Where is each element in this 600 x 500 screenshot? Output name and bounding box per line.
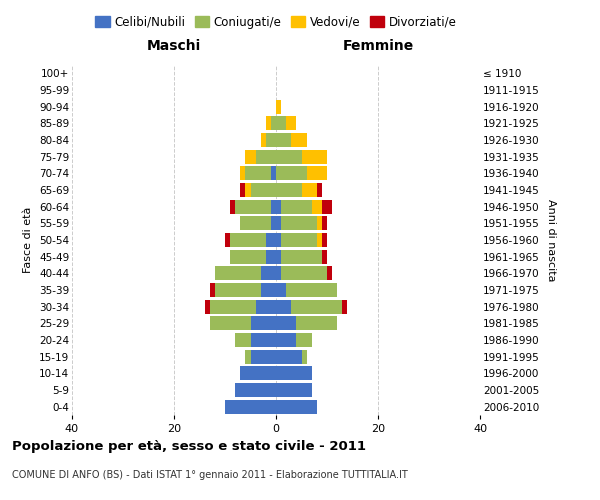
Bar [276,350,302,364]
Bar [317,183,322,197]
Bar [312,200,322,214]
Bar [296,316,337,330]
Bar [210,316,251,330]
Bar [322,233,327,247]
Bar [251,183,276,197]
Bar [260,283,276,297]
Bar [276,250,281,264]
Bar [266,133,276,147]
Bar [317,233,322,247]
Bar [276,116,286,130]
Bar [276,183,302,197]
Bar [276,100,281,114]
Bar [260,133,266,147]
Bar [276,333,296,347]
Bar [276,383,312,397]
Bar [276,300,292,314]
Bar [251,333,276,347]
Legend: Celibi/Nubili, Coniugati/e, Vedovi/e, Divorziati/e: Celibi/Nubili, Coniugati/e, Vedovi/e, Di… [91,11,461,34]
Bar [240,366,276,380]
Bar [286,283,337,297]
Bar [317,216,322,230]
Bar [322,200,332,214]
Bar [281,200,312,214]
Bar [276,316,296,330]
Bar [271,166,276,180]
Bar [327,266,332,280]
Bar [302,183,317,197]
Bar [276,166,307,180]
Y-axis label: Fasce di età: Fasce di età [23,207,34,273]
Bar [266,233,276,247]
Text: COMUNE DI ANFO (BS) - Dati ISTAT 1° gennaio 2011 - Elaborazione TUTTITALIA.IT: COMUNE DI ANFO (BS) - Dati ISTAT 1° genn… [12,470,408,480]
Bar [215,266,260,280]
Bar [281,250,322,264]
Bar [271,200,276,214]
Bar [276,400,317,414]
Bar [302,350,307,364]
Bar [235,383,276,397]
Bar [230,200,235,214]
Text: Maschi: Maschi [147,40,201,54]
Text: Popolazione per età, sesso e stato civile - 2011: Popolazione per età, sesso e stato civil… [12,440,366,453]
Bar [292,300,342,314]
Bar [210,300,256,314]
Bar [322,216,327,230]
Bar [240,166,245,180]
Bar [281,216,317,230]
Bar [276,233,281,247]
Bar [307,166,327,180]
Bar [271,216,276,230]
Bar [245,150,256,164]
Bar [292,133,307,147]
Bar [240,216,271,230]
Bar [281,233,317,247]
Bar [225,233,230,247]
Bar [230,250,266,264]
Text: Femmine: Femmine [343,40,413,54]
Bar [245,183,251,197]
Bar [276,200,281,214]
Bar [276,150,302,164]
Bar [266,116,271,130]
Bar [281,266,327,280]
Bar [240,183,245,197]
Bar [245,166,271,180]
Bar [205,300,210,314]
Bar [286,116,296,130]
Bar [276,283,286,297]
Bar [225,400,276,414]
Bar [256,150,276,164]
Bar [342,300,347,314]
Bar [276,366,312,380]
Bar [260,266,276,280]
Bar [230,233,266,247]
Bar [302,150,327,164]
Bar [235,333,251,347]
Bar [322,250,327,264]
Bar [245,350,251,364]
Bar [251,350,276,364]
Bar [210,283,215,297]
Y-axis label: Anni di nascita: Anni di nascita [546,198,556,281]
Bar [271,116,276,130]
Bar [251,316,276,330]
Bar [266,250,276,264]
Bar [296,333,312,347]
Bar [215,283,260,297]
Bar [276,216,281,230]
Bar [276,266,281,280]
Bar [276,133,292,147]
Bar [235,200,271,214]
Bar [256,300,276,314]
